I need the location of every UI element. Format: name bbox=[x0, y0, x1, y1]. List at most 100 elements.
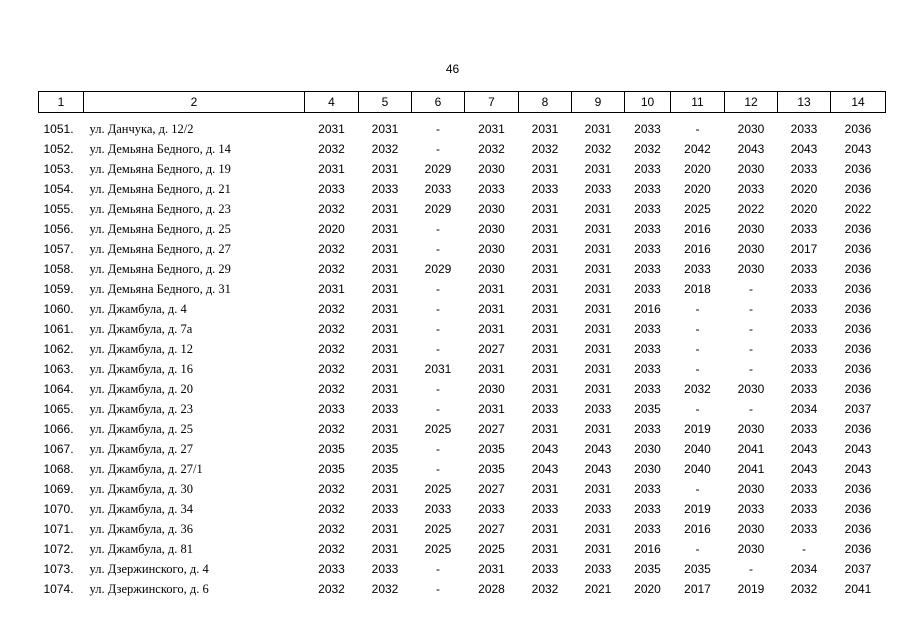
row-value: 2032 bbox=[531, 582, 559, 596]
row-value: 2036 bbox=[844, 362, 872, 376]
row-value: 2036 bbox=[844, 182, 872, 196]
row-value: 2030 bbox=[737, 242, 765, 256]
row-number: 1068. bbox=[43, 462, 74, 476]
row-value: 2043 bbox=[790, 142, 818, 156]
table-row: 1053. ул. Демьяна Бедного, д. 19 2031 2031 2… bbox=[39, 159, 886, 179]
table-row: 1058. ул. Демьяна Бедного, д. 29 2032 2031 2… bbox=[39, 259, 886, 279]
row-value: 2031 bbox=[371, 162, 399, 176]
row-value: 2033 bbox=[318, 182, 345, 196]
row-number: 1074. bbox=[43, 582, 74, 596]
row-value: 2030 bbox=[737, 482, 765, 496]
row-value: 2030 bbox=[478, 242, 505, 256]
table-row: 1057. ул. Демьяна Бедного, д. 27 2032 2031 -… bbox=[39, 239, 886, 259]
row-value: 2020 bbox=[634, 582, 661, 596]
row-value: 2031 bbox=[531, 302, 559, 316]
row-value: 2022 bbox=[844, 202, 872, 216]
row-number: 1073. bbox=[43, 562, 74, 576]
row-value: 2043 bbox=[844, 462, 872, 476]
row-value: 2030 bbox=[478, 222, 505, 236]
row-value: 2033 bbox=[790, 222, 818, 236]
row-value: 2036 bbox=[844, 222, 872, 236]
row-number: 1065. bbox=[43, 402, 74, 416]
row-value: 2030 bbox=[737, 542, 765, 556]
row-number: 1070. bbox=[43, 502, 74, 516]
row-value: 2036 bbox=[844, 502, 872, 516]
row-number: 1058. bbox=[43, 262, 74, 276]
row-value: 2031 bbox=[478, 122, 505, 136]
row-number: 1064. bbox=[43, 382, 74, 396]
row-value: 2035 bbox=[371, 442, 399, 456]
row-value: 2030 bbox=[478, 162, 505, 176]
row-value: 2031 bbox=[478, 322, 505, 336]
row-address: ул. Джамбула, д. 16 bbox=[89, 361, 194, 376]
table-row: 1051. ул. Данчука, д. 12/2 2031 2031 - 2031 20… bbox=[39, 113, 886, 140]
row-value: 2030 bbox=[737, 522, 765, 536]
column-header: 13 bbox=[777, 91, 831, 113]
row-value: - bbox=[749, 342, 753, 356]
row-address: ул. Джамбула, д. 81 bbox=[89, 541, 194, 556]
row-address: ул. Демьяна Бедного, д. 19 bbox=[89, 161, 231, 176]
row-value: 2033 bbox=[737, 182, 765, 196]
row-value: 2031 bbox=[531, 422, 559, 436]
row-address: ул. Демьяна Бедного, д. 29 bbox=[89, 261, 231, 276]
row-value: 2025 bbox=[424, 542, 452, 556]
row-value: 2031 bbox=[584, 282, 612, 296]
row-value: - bbox=[749, 362, 753, 376]
row-value: 2033 bbox=[790, 262, 818, 276]
row-value: 2027 bbox=[478, 522, 505, 536]
row-value: 2031 bbox=[584, 342, 612, 356]
row-value: - bbox=[749, 302, 753, 316]
row-value: 2031 bbox=[584, 322, 612, 336]
row-value: - bbox=[695, 482, 700, 496]
row-address: ул. Джамбула, д. 4 bbox=[89, 301, 187, 316]
row-value: 2033 bbox=[424, 502, 452, 516]
row-value: - bbox=[436, 282, 440, 296]
row-value: 2032 bbox=[634, 142, 661, 156]
row-value: - bbox=[695, 542, 700, 556]
row-value: 2029 bbox=[424, 202, 452, 216]
row-value: 2031 bbox=[371, 382, 399, 396]
row-value: 2033 bbox=[478, 182, 505, 196]
row-value: 2036 bbox=[844, 482, 872, 496]
row-value: 2032 bbox=[531, 142, 559, 156]
page-number: 46 bbox=[445, 62, 460, 76]
row-value: 2033 bbox=[531, 562, 559, 576]
row-number: 1051. bbox=[43, 122, 74, 136]
row-value: 2033 bbox=[634, 342, 661, 356]
row-value: 2040 bbox=[684, 442, 711, 456]
row-value: 2031 bbox=[371, 342, 399, 356]
row-value: 2036 bbox=[844, 262, 872, 276]
row-value: 2032 bbox=[318, 382, 345, 396]
row-value: 2033 bbox=[634, 262, 661, 276]
row-address: ул. Джамбула, д. 27/1 bbox=[89, 461, 203, 476]
row-value: 2036 bbox=[844, 162, 872, 176]
row-value: 2043 bbox=[844, 442, 872, 456]
row-address: ул. Джамбула, д. 23 bbox=[89, 401, 194, 416]
row-value: 2036 bbox=[844, 542, 872, 556]
row-value: 2033 bbox=[790, 502, 818, 516]
row-value: 2032 bbox=[318, 142, 345, 156]
row-value: 2016 bbox=[684, 522, 711, 536]
row-value: 2032 bbox=[318, 362, 345, 376]
row-value: 2016 bbox=[634, 542, 661, 556]
table-row: 1073. ул. Дзержинского, д. 4 2033 2033 - 2031… bbox=[39, 559, 886, 579]
row-value: - bbox=[749, 282, 753, 296]
table-row: 1062. ул. Джамбула, д. 12 2032 2031 - 2027 203… bbox=[39, 339, 886, 359]
row-value: - bbox=[436, 462, 440, 476]
row-value: 2031 bbox=[584, 382, 612, 396]
row-value: 2033 bbox=[634, 222, 661, 236]
row-value: 2035 bbox=[318, 442, 345, 456]
row-value: 2033 bbox=[531, 502, 559, 516]
table-row: 1052. ул. Демьяна Бедного, д. 14 2032 2032 -… bbox=[39, 139, 886, 159]
row-address: ул. Джамбула, д. 20 bbox=[89, 381, 194, 396]
row-value: 2033 bbox=[584, 502, 612, 516]
row-value: 2043 bbox=[531, 442, 559, 456]
row-value: 2043 bbox=[584, 442, 612, 456]
row-value: 2031 bbox=[584, 122, 612, 136]
row-address: ул. Демьяна Бедного, д. 23 bbox=[89, 201, 231, 216]
column-header: 1 bbox=[38, 91, 84, 113]
row-value: - bbox=[436, 402, 440, 416]
table-row: 1065. ул. Джамбула, д. 23 2033 2033 - 2031 203… bbox=[39, 399, 886, 419]
row-value: 2033 bbox=[584, 402, 612, 416]
row-value: 2031 bbox=[531, 222, 559, 236]
